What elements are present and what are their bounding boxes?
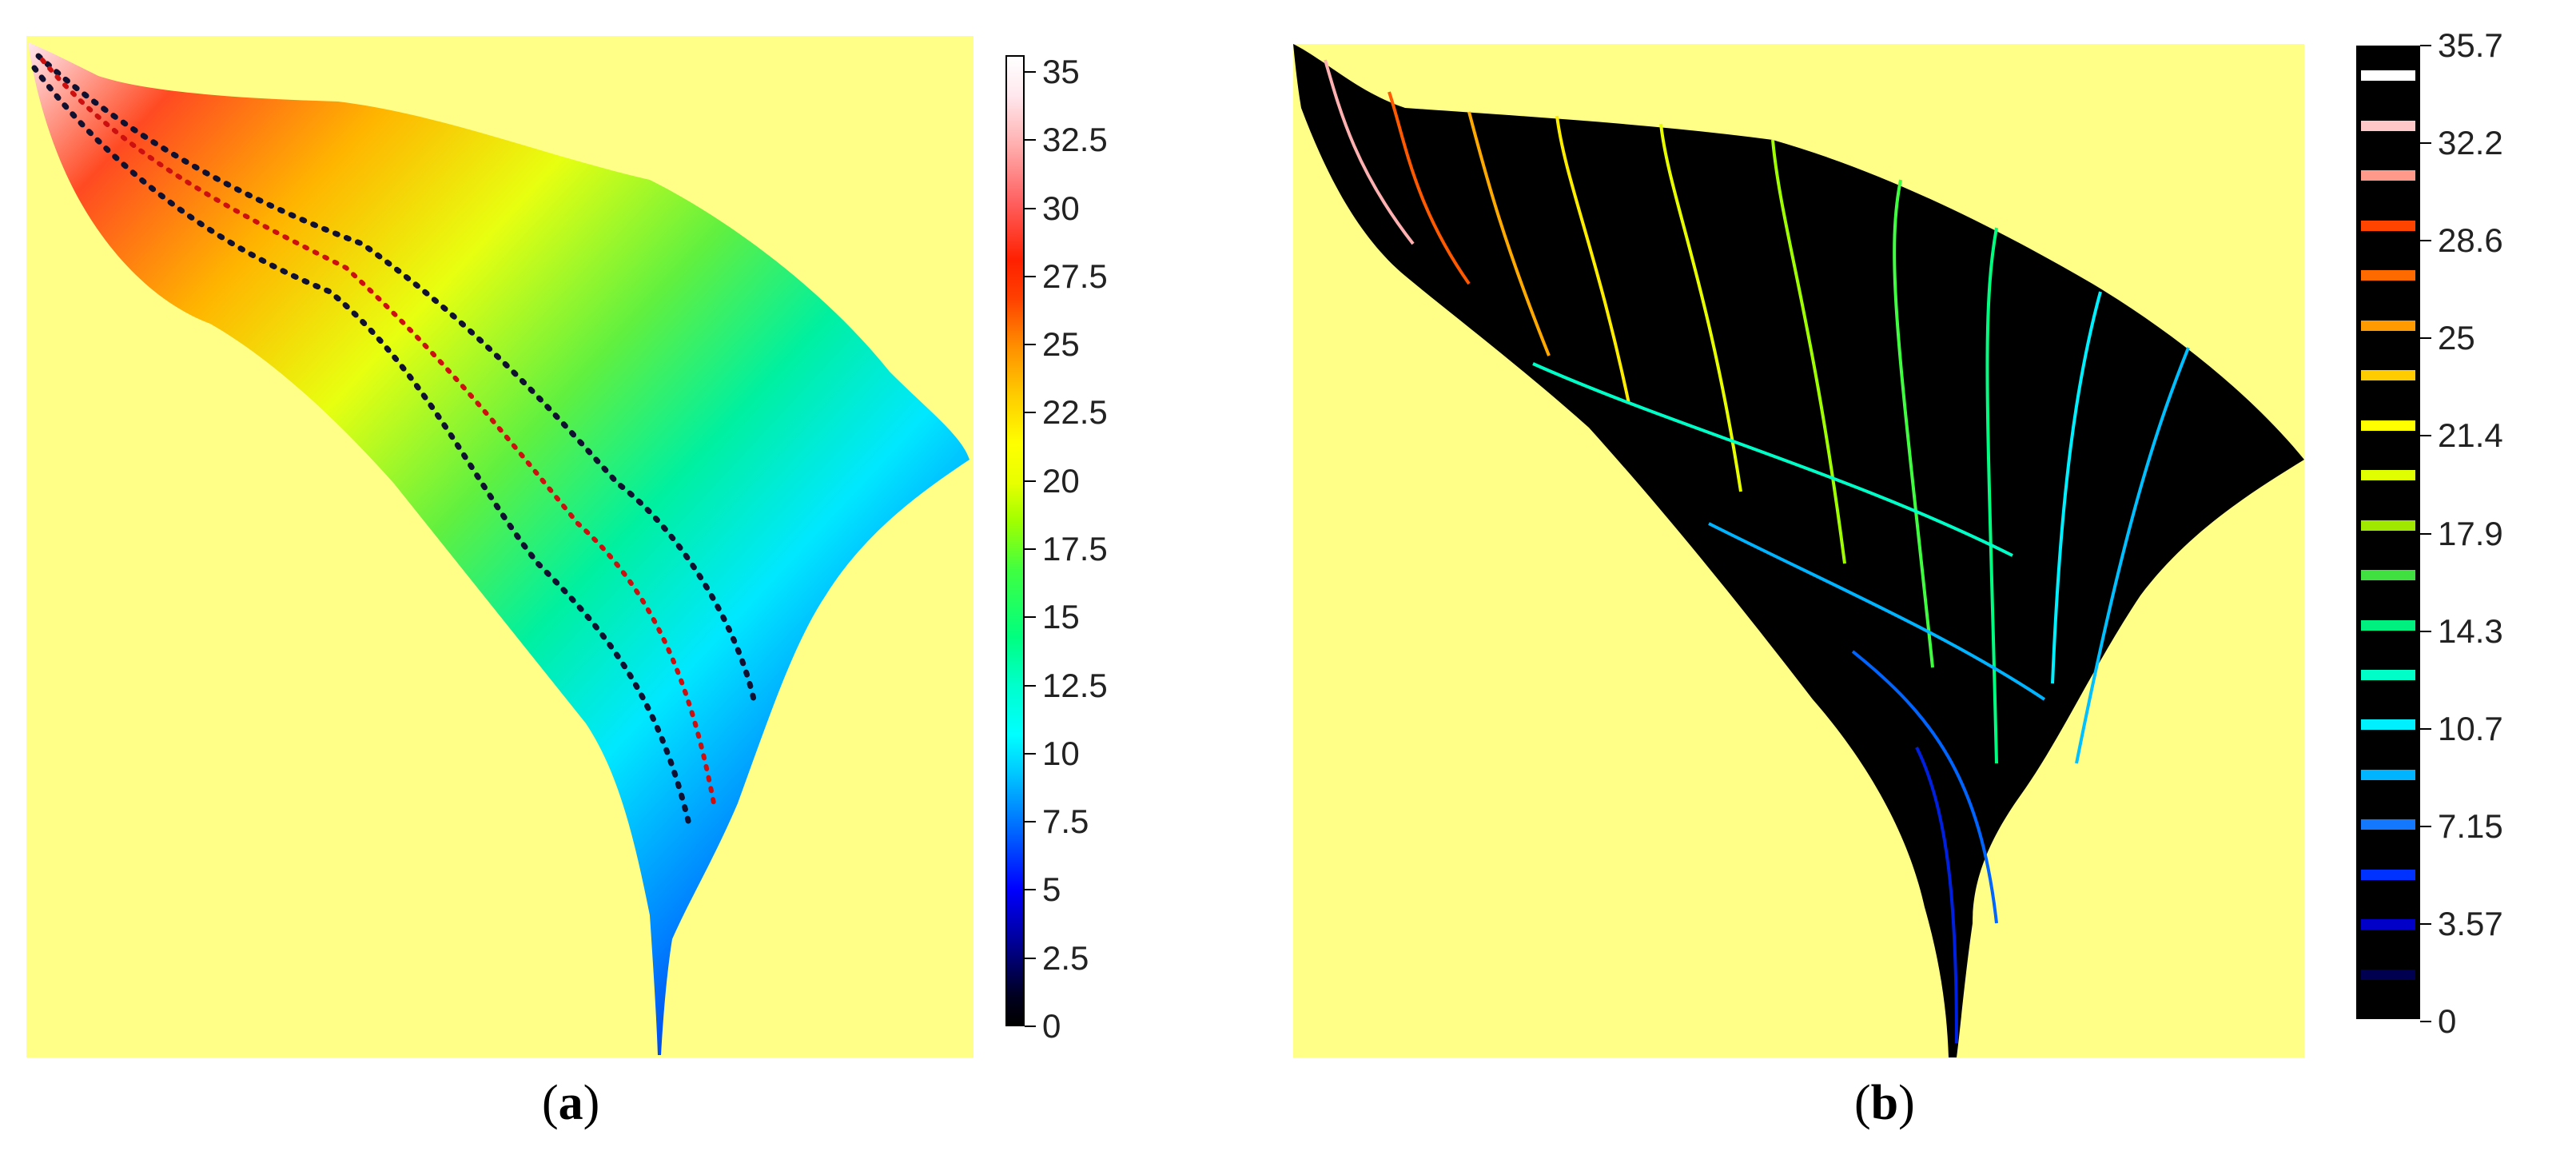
colorbar-b-band — [2361, 370, 2415, 381]
terrain-surface-a — [28, 42, 969, 1055]
colorbar-b-tick-label: 28.6 — [2438, 221, 2503, 260]
colorbar-b-band — [2361, 120, 2415, 131]
colorbar-a-tick — [1025, 207, 1036, 209]
colorbar-a-tick-label: 7.5 — [1042, 803, 1089, 841]
colorbar-b-tick — [2420, 825, 2431, 827]
colorbar-a-tick — [1025, 275, 1036, 277]
colorbar-a-tick — [1025, 1026, 1036, 1027]
colorbar-b-band — [2361, 819, 2415, 830]
colorbar-a-tick-label: 32.5 — [1042, 121, 1108, 159]
colorbar-a-tick — [1025, 412, 1036, 414]
colorbar-a-tick — [1025, 752, 1036, 755]
colorbar-a-tick-label: 2.5 — [1042, 938, 1089, 977]
colorbar-a-tick — [1025, 616, 1036, 619]
colorbar-b-band — [2361, 969, 2415, 980]
map-panel-b — [1293, 44, 2304, 1057]
colorbar-b-tick — [2420, 1021, 2431, 1022]
colorbar-b-band — [2361, 919, 2415, 930]
colorbar-b-band — [2361, 270, 2415, 281]
colorbar-a-tick — [1025, 821, 1036, 823]
colorbar-a-tick-label: 35 — [1042, 53, 1080, 90]
colorbar-a-tick — [1025, 548, 1036, 550]
colorbar-b-band — [2361, 320, 2415, 331]
colorbar-b-tick-label: 14.3 — [2438, 611, 2503, 650]
colorbar-b — [2356, 46, 2420, 1019]
colorbar-a-tick-label: 10 — [1042, 734, 1080, 772]
colorbar-b-band — [2361, 769, 2415, 780]
caption-a: (a) — [542, 1076, 600, 1130]
colorbar-a-tick-label: 20 — [1042, 461, 1080, 500]
colorbar-a-tick — [1025, 684, 1036, 687]
colorbar-a-tick-label: 30 — [1042, 189, 1080, 227]
colorbar-a-tick-label: 0 — [1042, 1007, 1061, 1045]
colorbar-b-band — [2361, 470, 2415, 481]
colorbar-a-tick-label: 5 — [1042, 870, 1061, 909]
colorbar-b-band — [2361, 170, 2415, 181]
colorbar-b-band — [2361, 420, 2415, 431]
colorbar-b-tick-label: 35.7 — [2438, 26, 2503, 64]
colorbar-a-tick-label: 27.5 — [1042, 257, 1108, 295]
colorbar-a-tick-label: 25 — [1042, 325, 1080, 364]
colorbar-b-tick — [2420, 337, 2431, 340]
colorbar-a-tick-label: 12.5 — [1042, 666, 1108, 704]
colorbar-a-tick-label: 22.5 — [1042, 393, 1108, 432]
colorbar-b-band — [2361, 570, 2415, 581]
colorbar-b-tick-label: 0 — [2438, 1002, 2457, 1040]
colorbar-b-tick-label: 25 — [2438, 319, 2475, 357]
colorbar-a-tick — [1025, 480, 1036, 482]
colorbar-a-tick-label: 15 — [1042, 598, 1080, 636]
colorbar-b-tick — [2420, 727, 2431, 730]
colorbar-b-tick-label: 17.9 — [2438, 514, 2503, 552]
colorbar-b-band — [2361, 220, 2415, 231]
colorbar-b-tick — [2420, 532, 2431, 535]
colorbar-a-tick — [1025, 139, 1036, 141]
colorbar-b-tick — [2420, 630, 2431, 632]
colorbar-b-band — [2361, 619, 2415, 631]
colorbar-b-tick — [2420, 922, 2431, 925]
elevation-map-a — [28, 42, 969, 1055]
colorbar-a-tick — [1025, 344, 1036, 346]
channel-outer-line-lower — [31, 65, 693, 830]
channel-outer-line-upper — [35, 53, 757, 703]
colorbar-b-tick-label: 21.4 — [2438, 416, 2503, 455]
contour-map-b — [1293, 44, 2304, 1057]
terrain-surface-b — [1293, 44, 2304, 1057]
colorbar-b-band — [2361, 869, 2415, 880]
colorbar-b-tick — [2420, 142, 2431, 145]
colorbar-b-band — [2361, 719, 2415, 731]
contour-lines — [1324, 59, 2190, 1044]
colorbar-b-band — [2361, 670, 2415, 680]
colorbar-a-tick — [1025, 889, 1036, 891]
channel-center-line — [40, 58, 716, 806]
colorbar-a-tick-label: 17.5 — [1042, 530, 1108, 568]
colorbar-b-band — [2361, 70, 2415, 82]
colorbar-a-tick — [1025, 71, 1036, 73]
colorbar-b-tick-label: 7.15 — [2438, 807, 2503, 845]
colorbar-b-band — [2361, 520, 2415, 531]
map-panel-a — [26, 36, 973, 1057]
colorbar-b-tick-label: 10.7 — [2438, 709, 2503, 747]
colorbar-b-tick — [2420, 45, 2431, 46]
caption-b: (b) — [1854, 1076, 1915, 1130]
colorbar-a — [1005, 55, 1025, 1026]
colorbar-b-tick — [2420, 240, 2431, 242]
colorbar-b-tick — [2420, 435, 2431, 437]
colorbar-b-tick-label: 3.57 — [2438, 904, 2503, 942]
colorbar-b-tick-label: 32.2 — [2438, 124, 2503, 162]
colorbar-a-tick — [1025, 957, 1036, 959]
